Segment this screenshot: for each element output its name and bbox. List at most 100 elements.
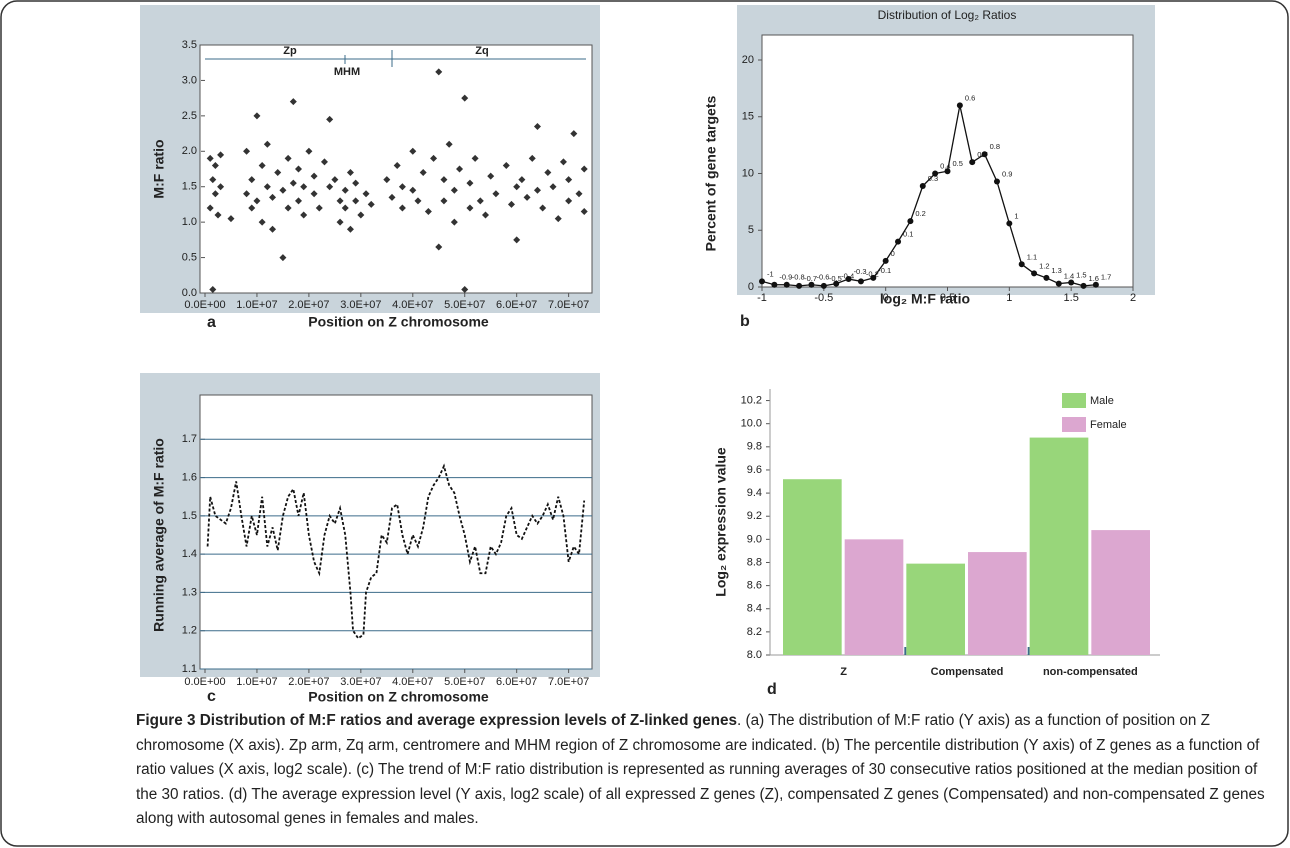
point — [211, 190, 219, 198]
point-label: 1.6 — [1089, 274, 1099, 283]
point — [310, 172, 318, 180]
y-tick-label: 2.5 — [182, 110, 197, 122]
point — [305, 147, 313, 155]
legend-label: Female — [1090, 419, 1127, 431]
y-tick-label: 15 — [742, 111, 754, 123]
point — [310, 190, 318, 198]
point — [336, 197, 344, 205]
line — [206, 463, 586, 640]
y-tick-label: 8.2 — [747, 626, 762, 638]
marker — [1006, 220, 1013, 227]
marker — [944, 168, 951, 175]
panel-letter: b — [740, 313, 750, 330]
point — [331, 176, 339, 184]
x-tick-label: 1 — [1006, 292, 1012, 304]
y-tick-label: 1.2 — [182, 625, 197, 637]
point — [295, 165, 303, 173]
point — [507, 200, 515, 208]
x-tick-label: 0 — [883, 292, 889, 304]
y-tick-label: 9.4 — [747, 487, 762, 499]
x-tick-label: 6.0E+07 — [496, 299, 537, 311]
marker — [969, 159, 976, 166]
point-label: 0.3 — [928, 174, 938, 183]
point — [580, 165, 588, 173]
point — [209, 176, 217, 184]
y-tick-label: 5 — [748, 224, 754, 236]
point — [424, 208, 432, 216]
point — [352, 179, 360, 187]
y-tick-label: 8.0 — [747, 649, 762, 661]
y-tick-label: 10.0 — [741, 418, 762, 430]
x-tick-label: 2 — [1130, 292, 1136, 304]
bar — [844, 539, 904, 655]
marker — [796, 282, 803, 289]
y-tick-label: 9.8 — [747, 441, 762, 453]
plot-area — [761, 34, 1134, 288]
x-tick-label: 1.5 — [1064, 292, 1079, 304]
point — [466, 204, 474, 212]
line — [761, 105, 1096, 287]
y-tick-label: 0 — [748, 281, 754, 293]
point — [440, 197, 448, 205]
point — [300, 183, 308, 191]
marker — [956, 102, 963, 109]
y-axis-label: Running average of M:F ratio — [151, 438, 167, 632]
point-label: 0.8 — [990, 142, 1000, 151]
y-tick-label: 3.5 — [182, 39, 197, 51]
marker — [833, 280, 840, 287]
point — [523, 193, 531, 201]
point-label: 0.2 — [915, 209, 925, 218]
point-label: 0 — [891, 249, 895, 258]
x-tick-label: 5.0E+07 — [444, 299, 485, 311]
point-label: 1.5 — [1076, 270, 1086, 279]
y-tick-label: 8.8 — [747, 556, 762, 568]
point — [206, 154, 214, 162]
x-tick-label: 2.0E+07 — [288, 676, 329, 688]
marker — [783, 281, 790, 288]
point — [533, 186, 541, 194]
marker — [808, 281, 815, 288]
point — [214, 211, 222, 219]
x-tick-label: Z — [840, 666, 847, 678]
marker — [932, 170, 939, 177]
point-label: 1.7 — [1101, 273, 1111, 282]
point — [450, 218, 458, 226]
point — [217, 183, 225, 191]
caption-title: Figure 3 Distribution of M:F ratios and … — [136, 712, 737, 729]
point — [209, 285, 217, 293]
point — [544, 169, 552, 177]
point — [206, 204, 214, 212]
point — [315, 204, 323, 212]
point — [279, 186, 287, 194]
point — [539, 204, 547, 212]
x-tick-label: -1 — [757, 292, 767, 304]
point — [580, 208, 588, 216]
point — [559, 158, 567, 166]
point — [248, 176, 256, 184]
y-tick-label: 9.2 — [747, 510, 762, 522]
marker — [1031, 270, 1038, 277]
point — [289, 179, 297, 187]
x-tick-label: 3.0E+07 — [340, 299, 381, 311]
point-label: 1 — [1014, 211, 1018, 220]
point — [341, 186, 349, 194]
point — [554, 215, 562, 223]
point — [263, 183, 271, 191]
point — [450, 186, 458, 194]
marker — [771, 281, 778, 288]
bar — [1029, 437, 1089, 655]
point — [445, 140, 453, 148]
point — [440, 176, 448, 184]
marker — [1018, 261, 1025, 268]
point — [393, 161, 401, 169]
x-tick-label: 0.0E+00 — [184, 299, 225, 311]
point — [570, 130, 578, 138]
point — [398, 204, 406, 212]
legend-swatch — [1062, 417, 1086, 432]
point — [419, 169, 427, 177]
point — [367, 200, 375, 208]
point — [258, 161, 266, 169]
x-tick-label: 1.0E+07 — [236, 299, 277, 311]
y-tick-label: 0.0 — [182, 287, 197, 299]
